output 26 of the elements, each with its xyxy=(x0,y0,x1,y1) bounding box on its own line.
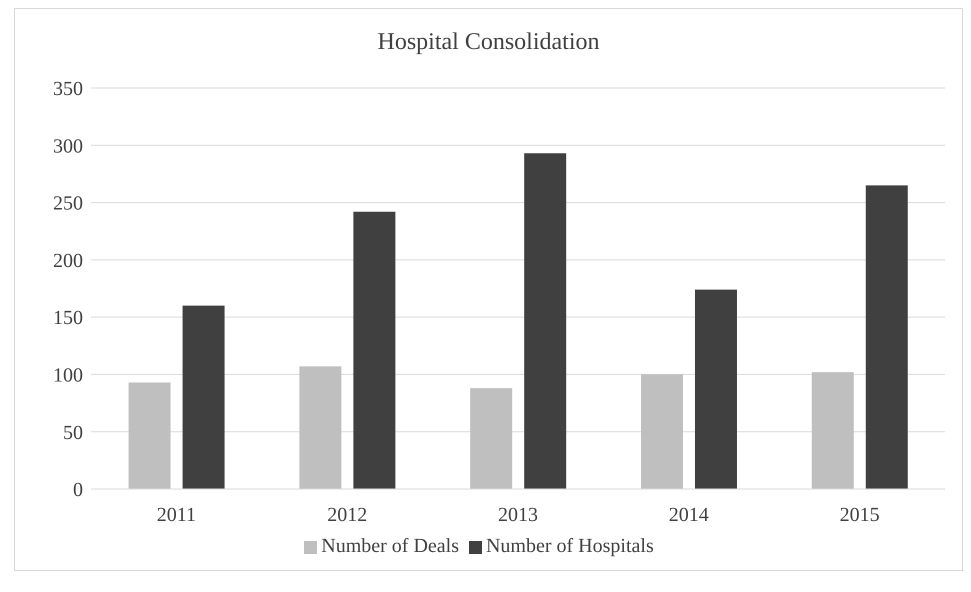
legend-label: Number of Hospitals xyxy=(486,535,654,557)
bar xyxy=(182,306,225,489)
x-tick-label: 2011 xyxy=(156,504,196,526)
y-tick-label: 100 xyxy=(53,364,83,387)
y-tick-label: 300 xyxy=(53,135,83,158)
y-tick-label: 50 xyxy=(63,422,83,444)
x-tick-label: 2015 xyxy=(840,504,880,526)
y-tick-label: 0 xyxy=(73,479,83,502)
y-tick-label: 250 xyxy=(53,192,83,215)
x-tick-label: 2012 xyxy=(327,504,368,526)
x-tick-label: 2013 xyxy=(498,504,538,526)
bar xyxy=(812,372,854,489)
bar xyxy=(470,388,512,489)
y-tick-label: 350 xyxy=(53,78,83,100)
bar xyxy=(353,212,396,489)
x-tick-label: 2014 xyxy=(668,504,709,526)
chart-title: Hospital Consolidation xyxy=(376,29,600,56)
bar xyxy=(524,153,566,489)
bar xyxy=(128,382,171,489)
y-tick-label: 150 xyxy=(53,307,83,330)
bar xyxy=(694,290,737,489)
y-tick-label: 200 xyxy=(53,250,83,272)
bar xyxy=(866,185,908,489)
legend-label: Number of Deals xyxy=(321,535,459,557)
bar xyxy=(299,366,342,489)
bar xyxy=(640,374,683,489)
